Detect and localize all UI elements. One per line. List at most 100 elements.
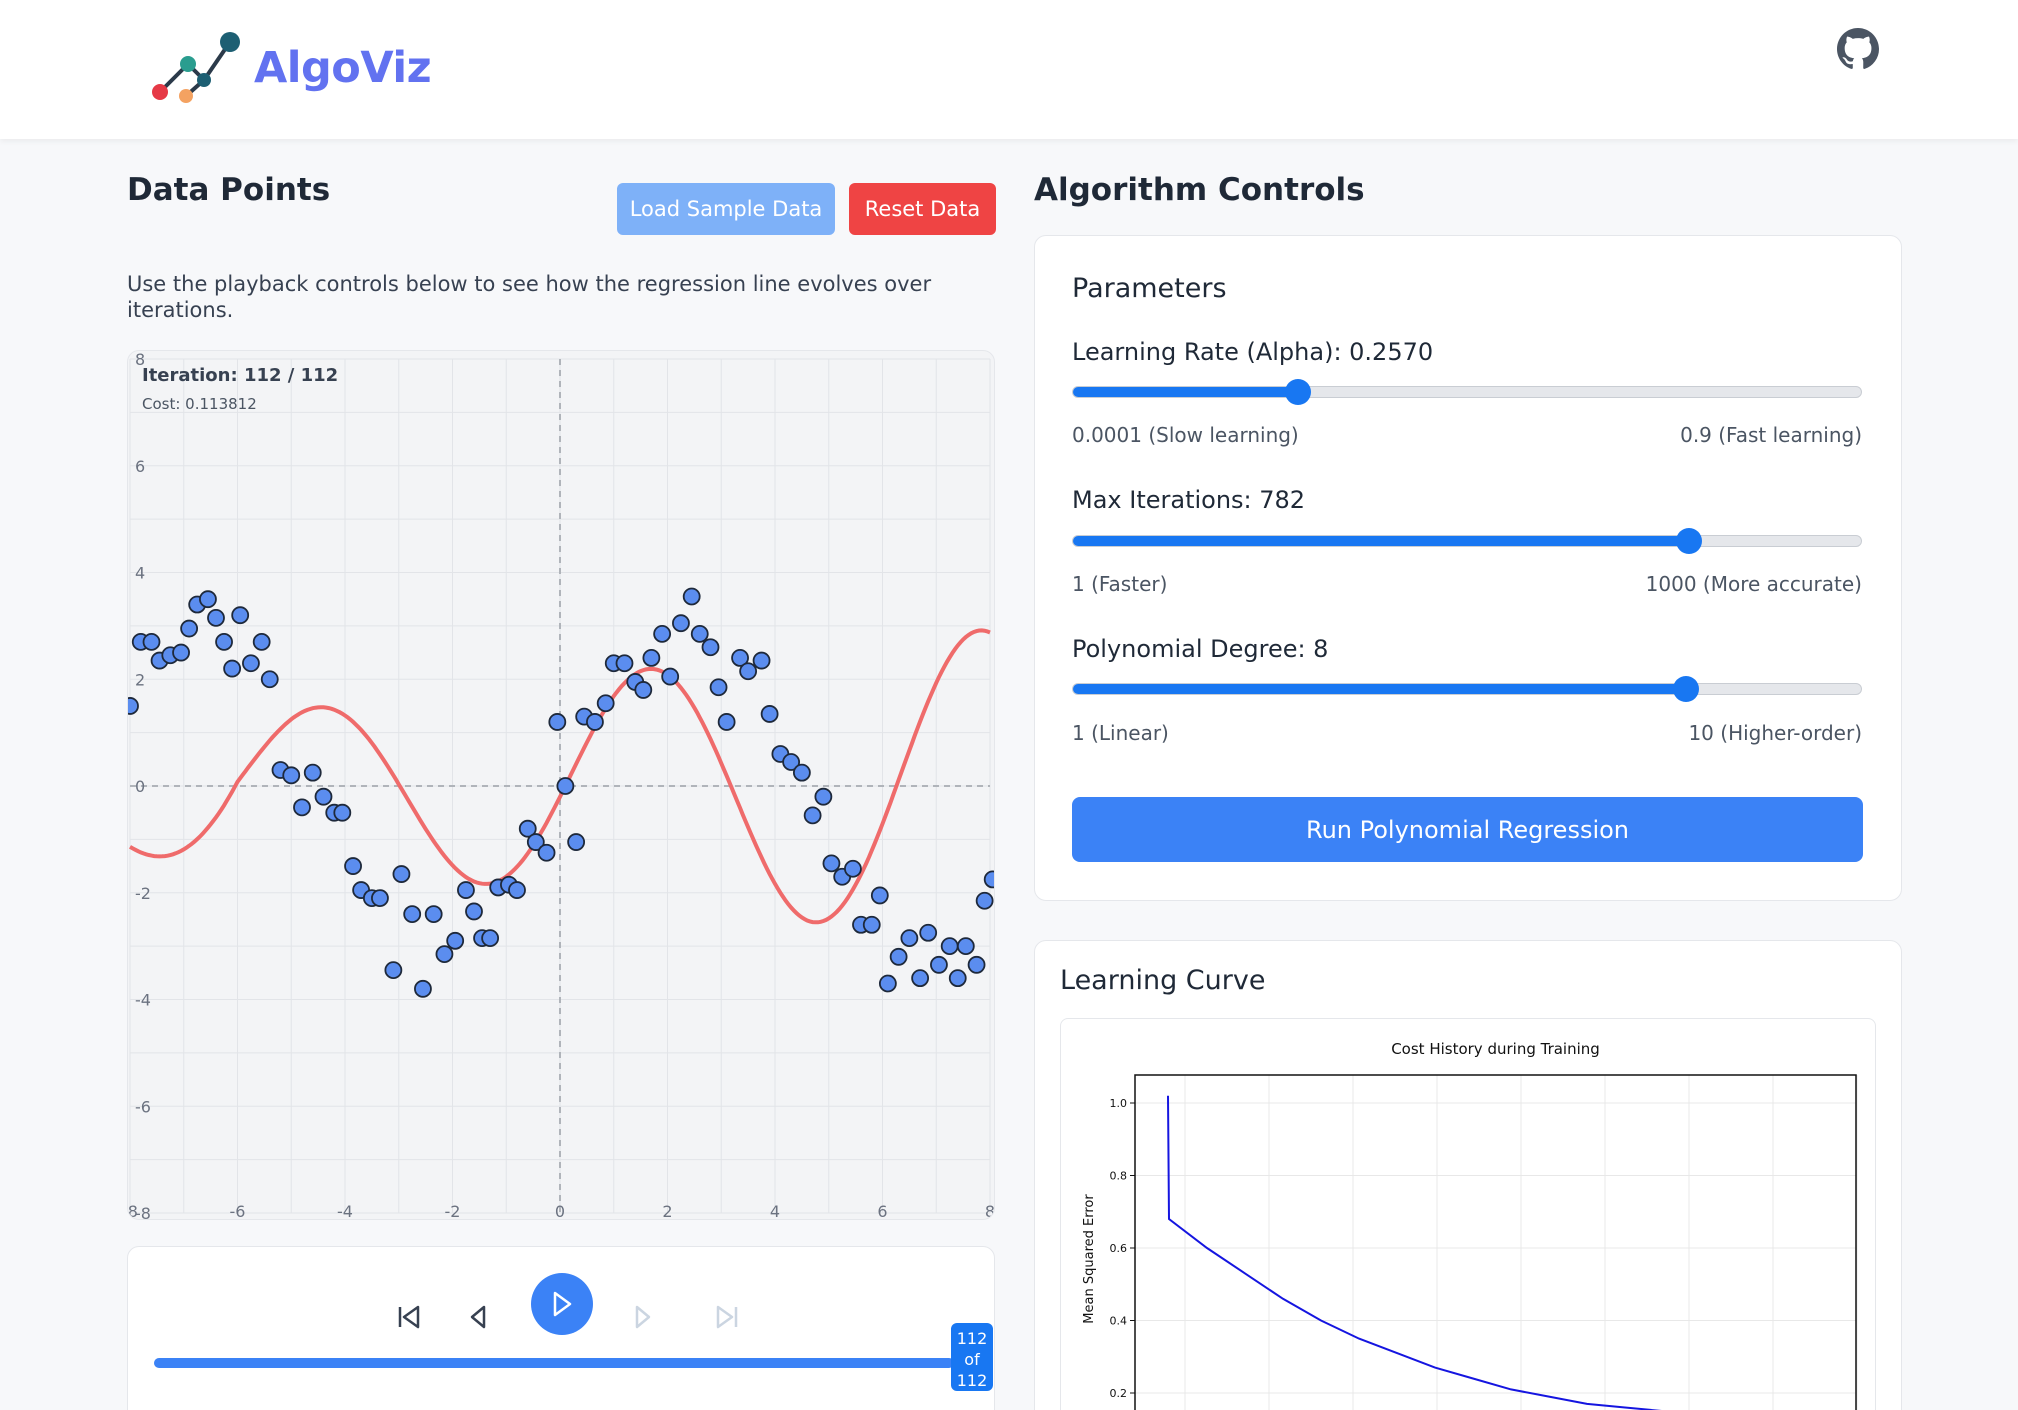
max-iterations-thumb[interactable] — [1676, 528, 1703, 554]
data-point — [392, 865, 411, 883]
max-iterations-min: 1 (Faster) — [1072, 572, 1168, 596]
y-tick-label: -4 — [135, 991, 151, 1010]
data-point — [731, 648, 749, 667]
svg-text:112: 112 — [957, 1329, 988, 1348]
data-point — [653, 624, 672, 643]
y-axis-label: Mean Squared Error — [1082, 1194, 1097, 1324]
data-point — [371, 889, 389, 907]
data-point — [900, 929, 919, 948]
data-point — [642, 648, 661, 667]
play-icon — [553, 1291, 572, 1317]
data-point — [739, 662, 758, 681]
y-tick-label: 2 — [135, 670, 145, 689]
data-point — [844, 859, 862, 878]
data-point — [717, 713, 736, 731]
data-point — [518, 819, 537, 838]
data-point — [223, 659, 242, 678]
y-tick-label: 8 — [135, 351, 145, 369]
x-tick-label: 2 — [662, 1202, 672, 1220]
polynomial-degree-min: 1 (Linear) — [1072, 721, 1169, 745]
data-points-title: Data Points — [127, 172, 331, 208]
data-point — [878, 974, 897, 993]
data-point — [465, 902, 483, 921]
skip-start-icon[interactable] — [398, 1305, 420, 1329]
y-tick-label: 0.4 — [1110, 1315, 1128, 1328]
regression-curve — [128, 628, 991, 925]
data-point — [690, 624, 709, 643]
plot-frame — [1134, 1074, 1857, 1410]
learning-rate-slider[interactable] — [1072, 379, 1862, 405]
brand-name: AlgoViz — [254, 43, 432, 93]
y-tick-label: 0.8 — [1110, 1170, 1128, 1183]
data-point — [940, 937, 959, 956]
max-iterations-slider[interactable] — [1072, 528, 1862, 554]
data-point — [792, 763, 811, 782]
cost-line — [1167, 1095, 1662, 1410]
iteration-slider-fill — [154, 1358, 954, 1368]
data-point — [752, 651, 771, 670]
data-point — [481, 929, 500, 948]
parameters-panel — [1034, 235, 1902, 901]
x-tick-label: -6 — [230, 1202, 246, 1220]
data-point — [537, 843, 556, 862]
play-button[interactable] — [531, 1273, 593, 1335]
data-point — [435, 945, 454, 964]
data-point — [919, 923, 938, 942]
learning-rate-max: 0.9 (Fast learning) — [1680, 423, 1862, 447]
data-point — [556, 777, 575, 795]
data-point — [567, 833, 586, 851]
y-tick-label: 4 — [135, 564, 145, 583]
data-point — [199, 590, 217, 609]
skip-end-icon[interactable] — [716, 1305, 738, 1329]
cost-history-chart: Cost History during Training Mean Squared… — [1082, 1040, 1858, 1410]
polynomial-degree-label: Polynomial Degree: 8 — [1072, 635, 1329, 663]
x-tick-label: 8 — [985, 1202, 995, 1220]
chart-title: Cost History during Training — [1391, 1040, 1600, 1058]
y-tick-label: -6 — [135, 1097, 151, 1116]
reset-data-button[interactable]: Reset Data — [849, 183, 996, 235]
data-point — [260, 670, 279, 689]
x-tick-label: -4 — [337, 1202, 353, 1220]
parameters-title: Parameters — [1072, 273, 1227, 304]
polynomial-degree-thumb[interactable] — [1672, 676, 1699, 702]
data-point — [142, 632, 161, 651]
data-point — [344, 857, 362, 875]
step-forward-icon[interactable] — [635, 1305, 651, 1329]
step-back-icon[interactable] — [470, 1305, 486, 1329]
data-point — [128, 697, 139, 715]
y-tick-label: 0.2 — [1110, 1387, 1128, 1400]
data-point — [333, 803, 352, 822]
learning-rate-thumb[interactable] — [1285, 379, 1312, 405]
data-point — [760, 705, 779, 723]
data-point — [457, 881, 475, 899]
y-tick-label: -2 — [135, 884, 151, 903]
data-point — [967, 955, 986, 974]
data-point — [862, 915, 881, 934]
playback-description: Use the playback controls below to see h… — [127, 272, 932, 322]
data-point — [526, 833, 545, 851]
load-sample-data-button[interactable]: Load Sample Data — [617, 183, 835, 235]
data-point — [870, 886, 889, 905]
polynomial-degree-slider[interactable] — [1072, 676, 1862, 702]
data-point — [414, 979, 432, 998]
data-point — [634, 681, 653, 699]
data-point — [822, 854, 841, 873]
x-tick-label: 6 — [877, 1202, 887, 1220]
playback-svg: 112 of 112 — [154, 1273, 993, 1391]
data-point — [930, 955, 948, 974]
x-tick-label: 0 — [555, 1202, 565, 1220]
run-polynomial-regression-button[interactable]: Run Polynomial Regression — [1072, 797, 1863, 862]
logo[interactable]: AlgoViz — [148, 28, 432, 108]
data-point — [814, 787, 833, 806]
github-icon[interactable] — [1837, 28, 1879, 70]
data-point — [446, 931, 465, 950]
iteration-badge: 112 of 112 — [951, 1323, 993, 1391]
data-point — [172, 643, 190, 662]
playback-controls: 112 of 112 — [127, 1246, 995, 1410]
learning-rate-min: 0.0001 (Slow learning) — [1072, 423, 1299, 447]
algorithm-controls-title: Algorithm Controls — [1034, 172, 1365, 208]
max-iterations-max: 1000 (More accurate) — [1645, 572, 1862, 596]
data-point — [803, 806, 822, 825]
